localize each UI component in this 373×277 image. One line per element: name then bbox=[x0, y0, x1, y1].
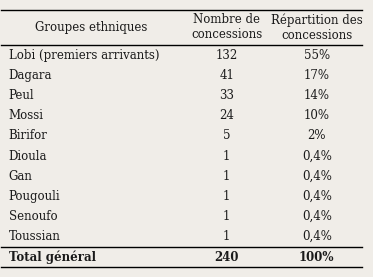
Text: Dagara: Dagara bbox=[9, 69, 52, 82]
Text: 1: 1 bbox=[223, 170, 231, 183]
Text: Gan: Gan bbox=[9, 170, 32, 183]
Text: Répartition des
concessions: Répartition des concessions bbox=[271, 13, 363, 42]
Text: Senoufo: Senoufo bbox=[9, 210, 57, 223]
Text: Birifor: Birifor bbox=[9, 129, 47, 142]
Text: 1: 1 bbox=[223, 230, 231, 243]
Text: Nombre de
concessions: Nombre de concessions bbox=[191, 14, 262, 42]
Text: 0,4%: 0,4% bbox=[302, 170, 332, 183]
Text: 1: 1 bbox=[223, 190, 231, 203]
Text: 5: 5 bbox=[223, 129, 231, 142]
Text: 24: 24 bbox=[219, 109, 234, 122]
Text: 0,4%: 0,4% bbox=[302, 150, 332, 163]
Text: 0,4%: 0,4% bbox=[302, 210, 332, 223]
Text: 0,4%: 0,4% bbox=[302, 230, 332, 243]
Text: Total général: Total général bbox=[9, 250, 95, 264]
Text: Lobi (premiers arrivants): Lobi (premiers arrivants) bbox=[9, 49, 159, 62]
Text: 132: 132 bbox=[216, 49, 238, 62]
Text: Groupes ethniques: Groupes ethniques bbox=[35, 21, 148, 34]
Text: Mossi: Mossi bbox=[9, 109, 44, 122]
Text: 14%: 14% bbox=[304, 89, 330, 102]
Text: 41: 41 bbox=[219, 69, 234, 82]
Text: Pougouli: Pougouli bbox=[9, 190, 60, 203]
Text: 33: 33 bbox=[219, 89, 234, 102]
Text: 1: 1 bbox=[223, 210, 231, 223]
Text: 240: 240 bbox=[214, 251, 239, 264]
Text: 100%: 100% bbox=[299, 251, 335, 264]
Text: Dioula: Dioula bbox=[9, 150, 47, 163]
Text: 55%: 55% bbox=[304, 49, 330, 62]
Text: 17%: 17% bbox=[304, 69, 330, 82]
Text: 2%: 2% bbox=[308, 129, 326, 142]
Text: 0,4%: 0,4% bbox=[302, 190, 332, 203]
Text: 10%: 10% bbox=[304, 109, 330, 122]
Text: Peul: Peul bbox=[9, 89, 34, 102]
Text: Toussian: Toussian bbox=[9, 230, 60, 243]
Text: 1: 1 bbox=[223, 150, 231, 163]
